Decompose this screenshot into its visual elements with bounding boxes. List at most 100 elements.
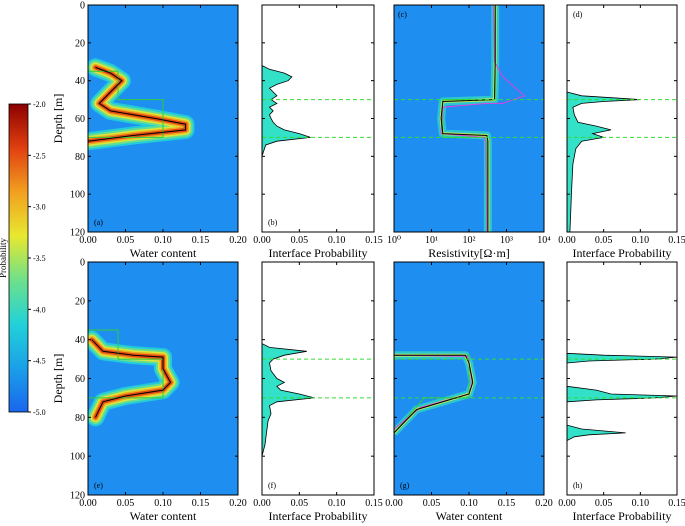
true-model-line: [394, 262, 470, 434]
x-tick-label: 0.15: [668, 235, 685, 246]
y-tick-label: 40: [75, 335, 85, 346]
x-tick-label: 0.10: [328, 498, 346, 509]
x-tick-label: 0.10: [328, 235, 346, 246]
plot-area-e: [88, 262, 238, 495]
x-tick-label: 0.15: [365, 498, 383, 509]
y-tick-label: 100: [70, 452, 85, 463]
x-tick-label: 0.00: [253, 235, 271, 246]
plot-area-a: [88, 5, 238, 232]
plot-area-f: [262, 262, 374, 457]
panel-label: (c): [398, 10, 407, 19]
x-tick-label: 0.05: [117, 235, 135, 246]
y-tick-label: 60: [75, 374, 85, 385]
alt-model-line: [440, 5, 526, 232]
panel-label: (e): [94, 481, 103, 490]
panel-a: 0.00 0.05 0.10 0.15 0.20 0 20 40 60 80 100 120 Water…: [51, 1, 247, 261]
y-tick-label: 20: [75, 296, 85, 307]
x-tick-label: 0.15: [365, 235, 383, 246]
panel-label: (b): [268, 218, 278, 227]
x-tick-label: 0.00: [253, 498, 271, 509]
colorbar-tick-label: -2.5: [33, 151, 46, 160]
true-model-line: [88, 5, 164, 232]
x-tick-label: 0.05: [291, 498, 309, 509]
panel-label: (f): [268, 481, 276, 490]
x-tick-label: 0.10: [460, 498, 478, 509]
x-tick-label: 10⁴: [537, 235, 551, 246]
field-background: [394, 5, 544, 232]
panel-label: (h): [573, 481, 583, 490]
x-tick-label: 10²: [463, 235, 476, 246]
colorbar-tick-label: -4.0: [33, 305, 46, 314]
panel-g: 0.00 0.05 0.10 0.15 0.20 Water content (g): [385, 261, 553, 523]
x-tick-label: 0.15: [668, 498, 685, 509]
x-tick-label: 0.00: [79, 498, 97, 509]
interface-histogram: [262, 5, 311, 157]
x-tick-label: 10³: [500, 235, 513, 246]
x-tick-label: 0.20: [535, 498, 553, 509]
plot-area-d: [567, 5, 677, 232]
y-tick-label: 20: [75, 38, 85, 49]
x-tick-label: 0.05: [595, 498, 613, 509]
y-axis-label: Depth [m]: [51, 354, 65, 404]
x-tick-label: 0.05: [595, 235, 613, 246]
x-tick-label: 10⁰: [387, 235, 401, 246]
plot-area-c: [394, 5, 544, 232]
x-tick-label: 0.05: [117, 498, 135, 509]
colorbar: -2.0 -2.5 -3.0 -3.5 -4.0 -4.5 -5.0 Probability: [0, 100, 46, 417]
y-tick-label: 60: [75, 114, 85, 125]
colorbar-tick-label: -4.5: [33, 357, 46, 366]
max-likelihood-line: [440, 5, 496, 232]
colorbar-label: Probability: [0, 238, 8, 278]
axes-frame: [261, 261, 375, 496]
x-tick-label: 0.00: [558, 498, 576, 509]
x-tick-label: 0.15: [192, 235, 210, 246]
panel-c: 10⁰ 10¹ 10² 10³ 10⁴ Resistivity[Ω·m] (c): [387, 4, 551, 260]
y-tick-label: 80: [75, 152, 85, 163]
plot-area-h: [567, 262, 677, 442]
x-axis-label: Water content: [436, 509, 503, 523]
x-tick-label: 10¹: [425, 235, 438, 246]
panel-e: 0.00 0.05 0.10 0.15 0.20 0 20 40 60 80 100 120 Water…: [51, 258, 247, 524]
x-axis-label: Interface Probability: [269, 509, 368, 523]
x-tick-label: 0.00: [79, 235, 97, 246]
colorbar-bar: [8, 103, 29, 413]
x-tick-label: 0.00: [558, 235, 576, 246]
y-tick-label: 40: [75, 76, 85, 87]
x-tick-label: 0.05: [423, 498, 441, 509]
x-tick-label: 0.05: [291, 235, 309, 246]
x-tick-label: 0.15: [498, 498, 516, 509]
x-tick-label: 0.20: [229, 498, 247, 509]
x-axis-label: Resistivity[Ω·m]: [428, 246, 510, 260]
colorbar-tick-label: -5.0: [33, 408, 46, 417]
x-axis-label: Water content: [130, 246, 197, 260]
panel-label: (a): [94, 218, 103, 227]
max-likelihood-line: [91, 339, 172, 418]
panel-label: (d): [573, 10, 583, 19]
y-tick-label: 80: [75, 413, 85, 424]
interface-histogram: [567, 262, 677, 442]
plot-area-g: [394, 262, 544, 495]
x-axis-label: Water content: [130, 509, 197, 523]
x-tick-label: 0.20: [229, 235, 247, 246]
alt-model-line: [394, 354, 473, 430]
max-likelihood-line: [88, 66, 186, 142]
axes-frame: [566, 261, 678, 496]
x-tick-label: 0.00: [385, 498, 403, 509]
x-tick-label: 0.10: [632, 235, 650, 246]
colorbar-tick-label: -3.0: [33, 203, 46, 212]
x-axis-label: Interface Probability: [269, 246, 368, 260]
y-tick-label: 0: [80, 258, 85, 269]
y-tick-label: 100: [70, 190, 85, 201]
x-axis-label: Interface Probability: [573, 246, 672, 260]
x-tick-label: 0.15: [192, 498, 210, 509]
panel-label: (g): [400, 481, 410, 490]
axes-frame: [566, 4, 678, 233]
x-tick-label: 0.10: [154, 498, 172, 509]
max-likelihood-line: [394, 354, 474, 434]
